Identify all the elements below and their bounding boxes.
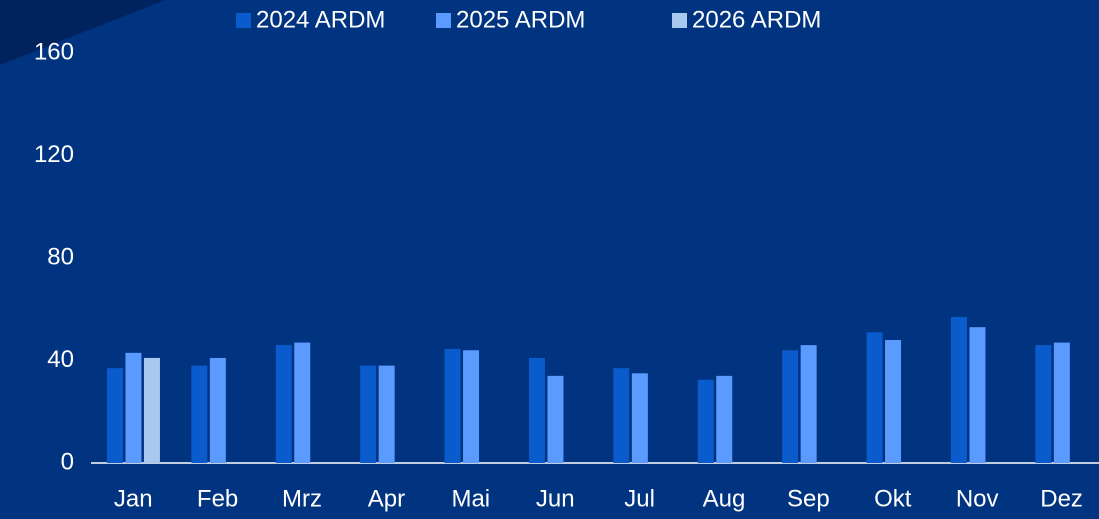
y-tick-label: 0 — [61, 448, 74, 475]
y-tick-label: 120 — [34, 141, 74, 168]
corner-decoration — [0, 0, 165, 65]
legend-swatch — [236, 13, 251, 28]
bar — [697, 379, 714, 463]
bar — [1035, 345, 1052, 463]
bar — [209, 357, 226, 463]
x-tick-label: Jun — [536, 485, 575, 512]
bar — [191, 365, 208, 463]
y-tick-label: 160 — [34, 38, 74, 65]
x-tick-label: Apr — [368, 485, 405, 512]
bar — [463, 350, 480, 463]
bar — [294, 342, 311, 463]
bar — [950, 316, 967, 463]
x-tick-label: Mrz — [282, 485, 322, 512]
bar — [143, 357, 160, 463]
bar — [969, 327, 986, 463]
x-tick-label: Dez — [1040, 485, 1083, 512]
x-tick-label: Mai — [451, 485, 490, 512]
bar — [613, 368, 630, 463]
x-tick-label: Jul — [624, 485, 655, 512]
legend-swatch — [436, 13, 451, 28]
y-tick-label: 80 — [47, 243, 74, 270]
x-tick-label: Okt — [874, 485, 912, 512]
legend-swatch — [672, 13, 687, 28]
bar — [125, 352, 142, 463]
legend-label: 2026 ARDM — [692, 6, 821, 33]
bar — [885, 340, 902, 463]
bar — [716, 375, 733, 463]
x-tick-label: Nov — [956, 485, 999, 512]
bar — [528, 357, 545, 463]
bar — [631, 373, 648, 463]
bar — [866, 332, 883, 463]
bar — [378, 365, 395, 463]
x-tick-label: Sep — [787, 485, 830, 512]
bar — [360, 365, 377, 463]
bar — [275, 345, 292, 463]
legend-label: 2024 ARDM — [256, 6, 385, 33]
bar — [444, 348, 461, 463]
bar — [800, 345, 817, 463]
y-tick-label: 40 — [47, 346, 74, 373]
bar — [106, 368, 123, 463]
bar — [547, 375, 564, 463]
x-tick-label: Aug — [703, 485, 746, 512]
x-tick-label: Feb — [197, 485, 238, 512]
legend-label: 2025 ARDM — [456, 6, 585, 33]
bar — [1053, 342, 1070, 463]
bar — [782, 350, 799, 463]
x-tick-label: Jan — [114, 485, 153, 512]
